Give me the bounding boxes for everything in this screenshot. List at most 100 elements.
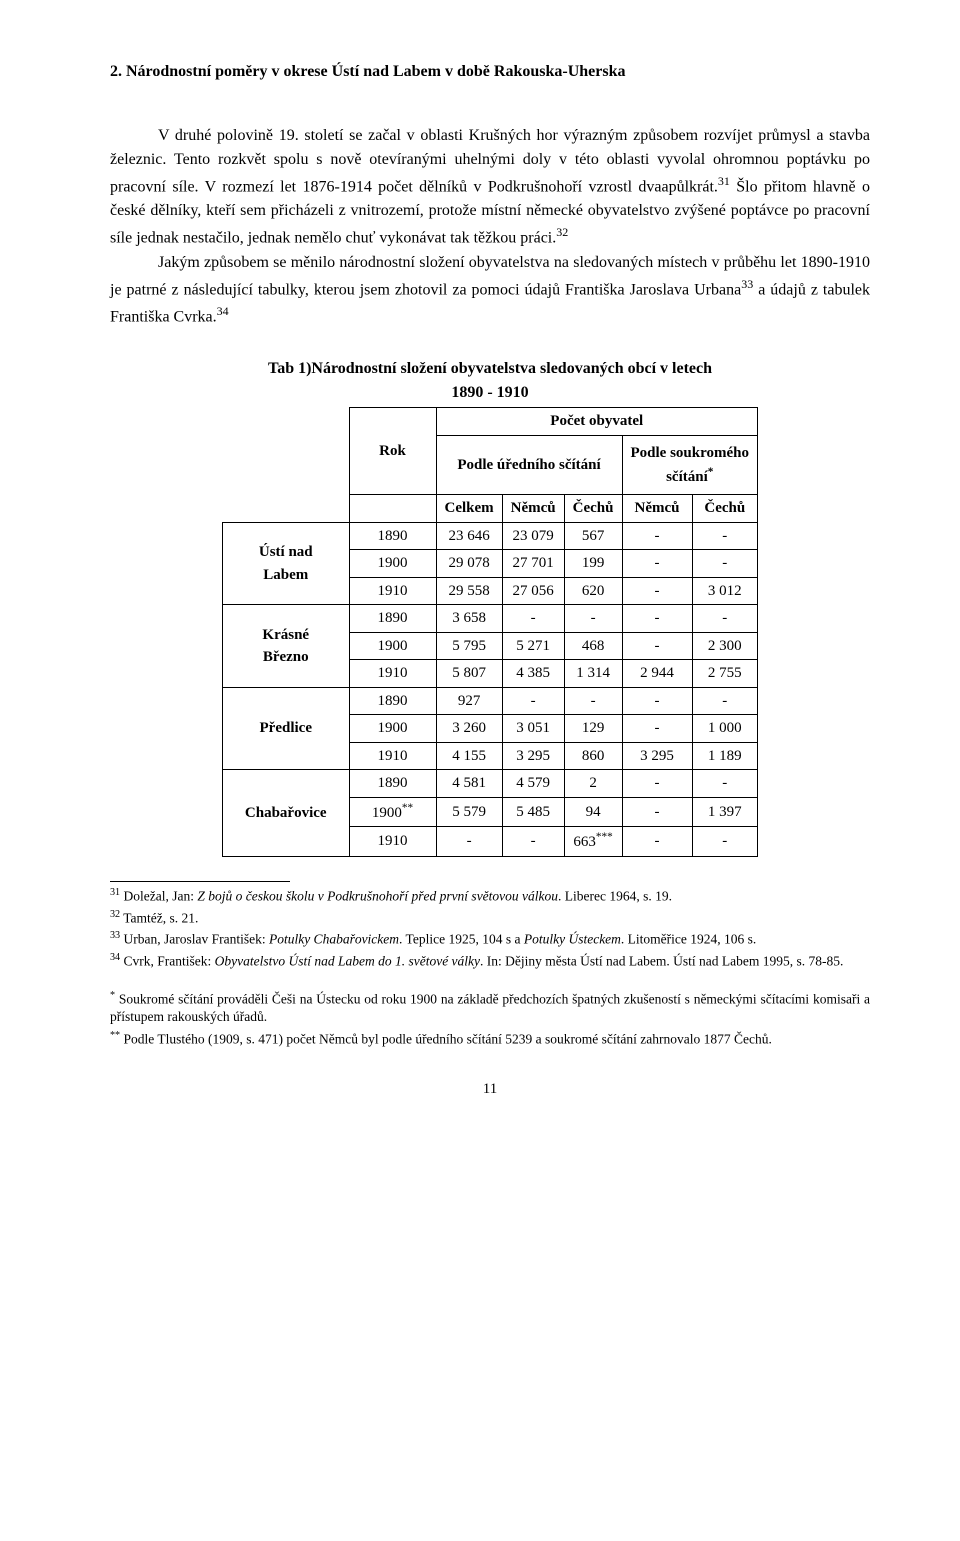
table-caption-line2: 1890 - 1910 bbox=[451, 384, 528, 401]
table-caption-line1: Tab 1)Národnostní složení obyvatelstva s… bbox=[268, 360, 712, 377]
data-cell: 23 646 bbox=[436, 522, 502, 550]
data-cell: - bbox=[622, 687, 692, 715]
footnote-separator bbox=[110, 881, 290, 882]
data-cell: 3 012 bbox=[692, 577, 757, 605]
data-cell: 468 bbox=[564, 632, 622, 660]
year-cell: 1910 bbox=[349, 827, 436, 857]
data-cell: - bbox=[564, 687, 622, 715]
place-cell: KrásnéBřezno bbox=[223, 605, 350, 688]
table-row: Ústí nadLabem189023 64623 079567-- bbox=[223, 522, 758, 550]
data-cell: 1 000 bbox=[692, 715, 757, 743]
data-cell: - bbox=[622, 797, 692, 827]
fn33-a: Urban, Jaroslav František: bbox=[120, 932, 269, 947]
data-cell: 5 271 bbox=[502, 632, 564, 660]
fn34-num: 34 bbox=[110, 952, 120, 963]
footnote-ref-32: 32 bbox=[556, 225, 568, 239]
data-cell: 1 314 bbox=[564, 660, 622, 688]
endnotes: * Soukromé sčítání prováděli Češi na Úst… bbox=[110, 989, 870, 1049]
fn33-num: 33 bbox=[110, 930, 120, 941]
data-cell: 1 397 bbox=[692, 797, 757, 827]
table-row: KrásnéBřezno18903 658---- bbox=[223, 605, 758, 633]
year-cell: 1910 bbox=[349, 660, 436, 688]
data-cell: 3 051 bbox=[502, 715, 564, 743]
col-cechu-2: Čechů bbox=[692, 495, 757, 523]
fn34-title: Obyvatelstvo Ústí nad Labem do 1. světov… bbox=[215, 953, 480, 968]
data-cell: - bbox=[692, 827, 757, 857]
data-cell: 4 579 bbox=[502, 770, 564, 798]
data-cell: 29 558 bbox=[436, 577, 502, 605]
year-cell: 1900** bbox=[349, 797, 436, 827]
data-cell: - bbox=[622, 827, 692, 857]
footnote-34: 34 Cvrk, František: Obyvatelstvo Ústí na… bbox=[110, 951, 870, 971]
fn33-c: . Litoměřice 1924, 106 s. bbox=[621, 932, 756, 947]
section-title: 2. Národnostní poměry v okrese Ústí nad … bbox=[110, 60, 870, 84]
data-cell: 2 300 bbox=[692, 632, 757, 660]
header-uredni: Podle úředního sčítání bbox=[436, 435, 622, 495]
en1-text: Soukromé sčítání prováděli Češi na Ústec… bbox=[110, 991, 870, 1024]
footnote-33: 33 Urban, Jaroslav František: Potulky Ch… bbox=[110, 929, 870, 949]
data-cell: - bbox=[692, 550, 757, 578]
data-cell: - bbox=[502, 687, 564, 715]
year-cell: 1910 bbox=[349, 577, 436, 605]
fn31-title: Z bojů o českou školu v Podkrušnohoří př… bbox=[197, 888, 558, 903]
data-cell: 1 189 bbox=[692, 742, 757, 770]
data-cell: - bbox=[436, 827, 502, 857]
header-soukrome-l1: Podle soukromého bbox=[631, 445, 749, 461]
fn31-a: Doležal, Jan: bbox=[120, 888, 197, 903]
header-pocet-obyvatel: Počet obyvatel bbox=[436, 408, 757, 436]
fn31-b: . Liberec 1964, s. 19. bbox=[558, 888, 672, 903]
data-cell: 129 bbox=[564, 715, 622, 743]
footnote-ref-31: 31 bbox=[718, 174, 730, 188]
paragraph-1: V druhé polovině 19. století se začal v … bbox=[110, 124, 870, 251]
data-cell: - bbox=[622, 715, 692, 743]
place-cell: Chabařovice bbox=[223, 770, 350, 857]
data-cell: - bbox=[502, 605, 564, 633]
fn34-a: Cvrk, František: bbox=[120, 953, 215, 968]
data-cell: - bbox=[692, 770, 757, 798]
year-cell: 1900 bbox=[349, 632, 436, 660]
year-cell: 1890 bbox=[349, 770, 436, 798]
footnotes: 31 Doležal, Jan: Z bojů o českou školu v… bbox=[110, 886, 870, 971]
data-cell: 5 807 bbox=[436, 660, 502, 688]
data-cell: 3 295 bbox=[622, 742, 692, 770]
en2-sup: ** bbox=[110, 1030, 120, 1041]
header-soukrome-l2: sčítání bbox=[666, 469, 708, 485]
data-cell: 2 755 bbox=[692, 660, 757, 688]
col-nemcu-1: Němců bbox=[502, 495, 564, 523]
data-cell: 927 bbox=[436, 687, 502, 715]
fn32-num: 32 bbox=[110, 909, 120, 920]
data-cell: 860 bbox=[564, 742, 622, 770]
paragraph-2: Jakým způsobem se měnilo národnostní slo… bbox=[110, 251, 870, 330]
page-number: 11 bbox=[110, 1078, 870, 1101]
data-cell: 199 bbox=[564, 550, 622, 578]
data-cell: 4 385 bbox=[502, 660, 564, 688]
place-cell: Ústí nadLabem bbox=[223, 522, 350, 605]
table-row: Předlice1890927---- bbox=[223, 687, 758, 715]
data-cell: 4 155 bbox=[436, 742, 502, 770]
data-cell: 4 581 bbox=[436, 770, 502, 798]
data-cell: - bbox=[692, 687, 757, 715]
place-cell: Předlice bbox=[223, 687, 350, 770]
data-cell: 5 579 bbox=[436, 797, 502, 827]
data-cell: - bbox=[692, 522, 757, 550]
data-cell: 2 bbox=[564, 770, 622, 798]
year-cell: 1890 bbox=[349, 605, 436, 633]
fn31-num: 31 bbox=[110, 887, 120, 898]
data-cell: 23 079 bbox=[502, 522, 564, 550]
fn33-title2: Potulky Ústeckem bbox=[524, 932, 621, 947]
data-cell: - bbox=[622, 522, 692, 550]
data-cell: 94 bbox=[564, 797, 622, 827]
footnote-31: 31 Doležal, Jan: Z bojů o českou školu v… bbox=[110, 886, 870, 906]
data-cell: 27 701 bbox=[502, 550, 564, 578]
data-cell: 3 295 bbox=[502, 742, 564, 770]
data-cell: 2 944 bbox=[622, 660, 692, 688]
footnote-32: 32 Tamtéž, s. 21. bbox=[110, 908, 870, 928]
col-celkem: Celkem bbox=[436, 495, 502, 523]
data-cell: - bbox=[622, 770, 692, 798]
endnote-doublestar: ** Podle Tlustého (1909, s. 471) počet N… bbox=[110, 1029, 870, 1049]
year-cell: 1900 bbox=[349, 550, 436, 578]
header-rok: Rok bbox=[349, 408, 436, 495]
fn33-b: . Teplice 1925, 104 s a bbox=[399, 932, 524, 947]
data-cell: - bbox=[622, 577, 692, 605]
data-cell: - bbox=[502, 827, 564, 857]
